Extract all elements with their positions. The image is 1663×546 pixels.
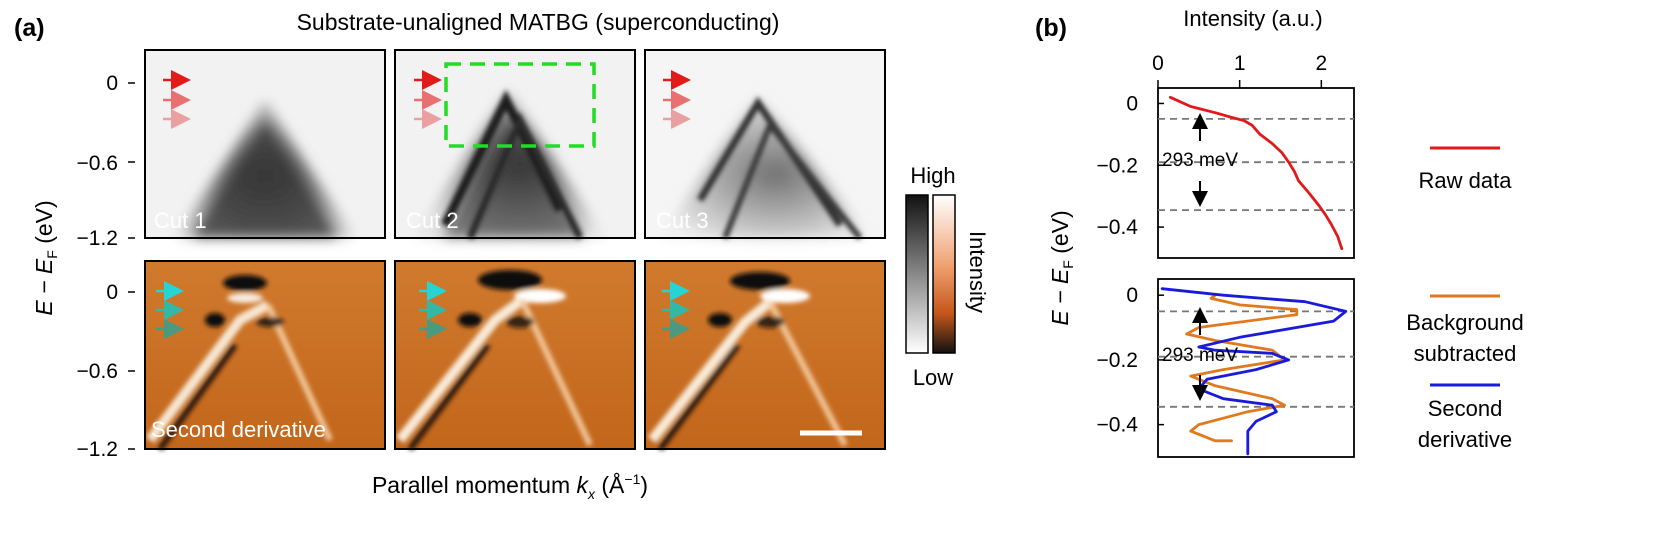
top-ytick-1: −0.2 bbox=[1097, 154, 1138, 177]
panel-b-ylabel: E − EF (eV) bbox=[1047, 210, 1076, 325]
cut-1-label: Cut 1 bbox=[154, 208, 207, 233]
colorbars: High Low Intensity bbox=[905, 163, 990, 390]
ytick-bottom-1: −0.6 bbox=[77, 360, 118, 383]
panel-b-ylabel-main: E − E bbox=[1047, 268, 1073, 326]
bottom-series-1 bbox=[1160, 287, 1348, 456]
colorbar-low: Low bbox=[913, 365, 953, 390]
panel-a-xlabel-unit: (Å bbox=[595, 471, 625, 498]
second-derivative-panel-3 bbox=[644, 260, 886, 451]
legend-sd-line2: derivative bbox=[1418, 427, 1512, 452]
panel-b-ylabel-sub: F bbox=[1060, 260, 1076, 269]
legend-bg-line2: subtracted bbox=[1414, 341, 1517, 366]
ytick-top-0: 0 bbox=[106, 72, 118, 95]
xtick-label-0: 0 bbox=[1152, 52, 1164, 75]
legend-sd-line1: Second bbox=[1428, 396, 1503, 421]
panel-a-label: (a) bbox=[14, 14, 45, 42]
ytick-bottom-0: 0 bbox=[106, 281, 118, 304]
panel-a-ylabel-sub: F bbox=[44, 250, 60, 259]
annotation-bottom: 293 meV bbox=[1162, 307, 1238, 401]
colorbar-title: Intensity bbox=[965, 231, 990, 313]
second-derivative-panel-1: Second derivative bbox=[144, 260, 386, 451]
panel-b-xlabel: Intensity (a.u.) bbox=[1183, 6, 1322, 31]
panel-a-ylabel: E − EF (eV) bbox=[31, 200, 60, 315]
bottom-ytick-2: −0.4 bbox=[1097, 414, 1139, 437]
panel-a-ylabel-unit: (eV) bbox=[31, 200, 57, 250]
panel-a-xlabel-k: k bbox=[577, 472, 590, 498]
cut-2-label: Cut 2 bbox=[406, 208, 459, 233]
panel-b-top-plot: 0 −0.2 −0.4 bbox=[1097, 87, 1355, 259]
xtick-label-1: 1 bbox=[1234, 52, 1246, 75]
panel-b-bottom-plot: 0 −0.2 −0.4 bbox=[1097, 278, 1355, 458]
colorbar-gray bbox=[905, 194, 929, 354]
bottom-ytick-1: −0.2 bbox=[1097, 349, 1138, 372]
legend-bg-line1: Background bbox=[1406, 310, 1523, 335]
panel-a-xlabel-sub: x bbox=[587, 486, 596, 502]
cut-3-label: Cut 3 bbox=[656, 208, 709, 233]
colorbar-high: High bbox=[910, 163, 955, 188]
colorbar-orange bbox=[932, 194, 956, 354]
cut-3-panel: Cut 3 bbox=[644, 49, 886, 240]
annotation-bottom-text: 293 meV bbox=[1162, 345, 1238, 366]
panel-a-title: Substrate-unaligned MATBG (superconducti… bbox=[297, 9, 780, 35]
ytick-bottom-2: −1.2 bbox=[77, 438, 118, 461]
xtick-label-2: 2 bbox=[1315, 52, 1327, 75]
panel-a-xlabel-close: ) bbox=[640, 472, 648, 498]
panel-b-label: (b) bbox=[1035, 14, 1067, 42]
panel-a-xlabel: Parallel momentum kx (Å−1) bbox=[372, 471, 648, 502]
panel-a-xlabel-main: Parallel momentum bbox=[372, 472, 577, 498]
panel-b-ylabel-unit: (eV) bbox=[1047, 210, 1073, 260]
top-ytick-2: −0.4 bbox=[1097, 216, 1139, 239]
green-dashed-box bbox=[444, 62, 596, 148]
ytick-top-2: −1.2 bbox=[77, 227, 118, 250]
legend: Raw data Background subtracted Second de… bbox=[1406, 146, 1524, 452]
cyan-arrows bbox=[156, 281, 690, 339]
bottom-series-0 bbox=[1185, 293, 1299, 443]
second-derivative-panel-2 bbox=[394, 260, 636, 451]
bottom-ytick-0: 0 bbox=[1126, 284, 1138, 307]
panel-b-bottom-frame bbox=[1157, 278, 1355, 458]
panel-b-top-frame bbox=[1157, 87, 1355, 259]
panel-b-xticks: 0 1 2 bbox=[1152, 52, 1327, 88]
panel-a-xlabel-exp: −1 bbox=[624, 471, 640, 487]
annotation-top: 293 meV bbox=[1162, 113, 1238, 207]
top-series-0 bbox=[1168, 95, 1344, 251]
top-ytick-0: 0 bbox=[1126, 92, 1138, 115]
panel-a-ylabel-main: E − E bbox=[31, 258, 57, 316]
second-derivative-label: Second derivative bbox=[151, 417, 326, 442]
legend-raw: Raw data bbox=[1419, 168, 1513, 193]
red-arrows bbox=[163, 70, 691, 129]
cut-2-panel: Cut 2 bbox=[394, 49, 636, 240]
annotation-top-text: 293 meV bbox=[1162, 150, 1238, 171]
ytick-top-1: −0.6 bbox=[77, 152, 118, 175]
cut-1-panel: Cut 1 bbox=[144, 49, 386, 239]
